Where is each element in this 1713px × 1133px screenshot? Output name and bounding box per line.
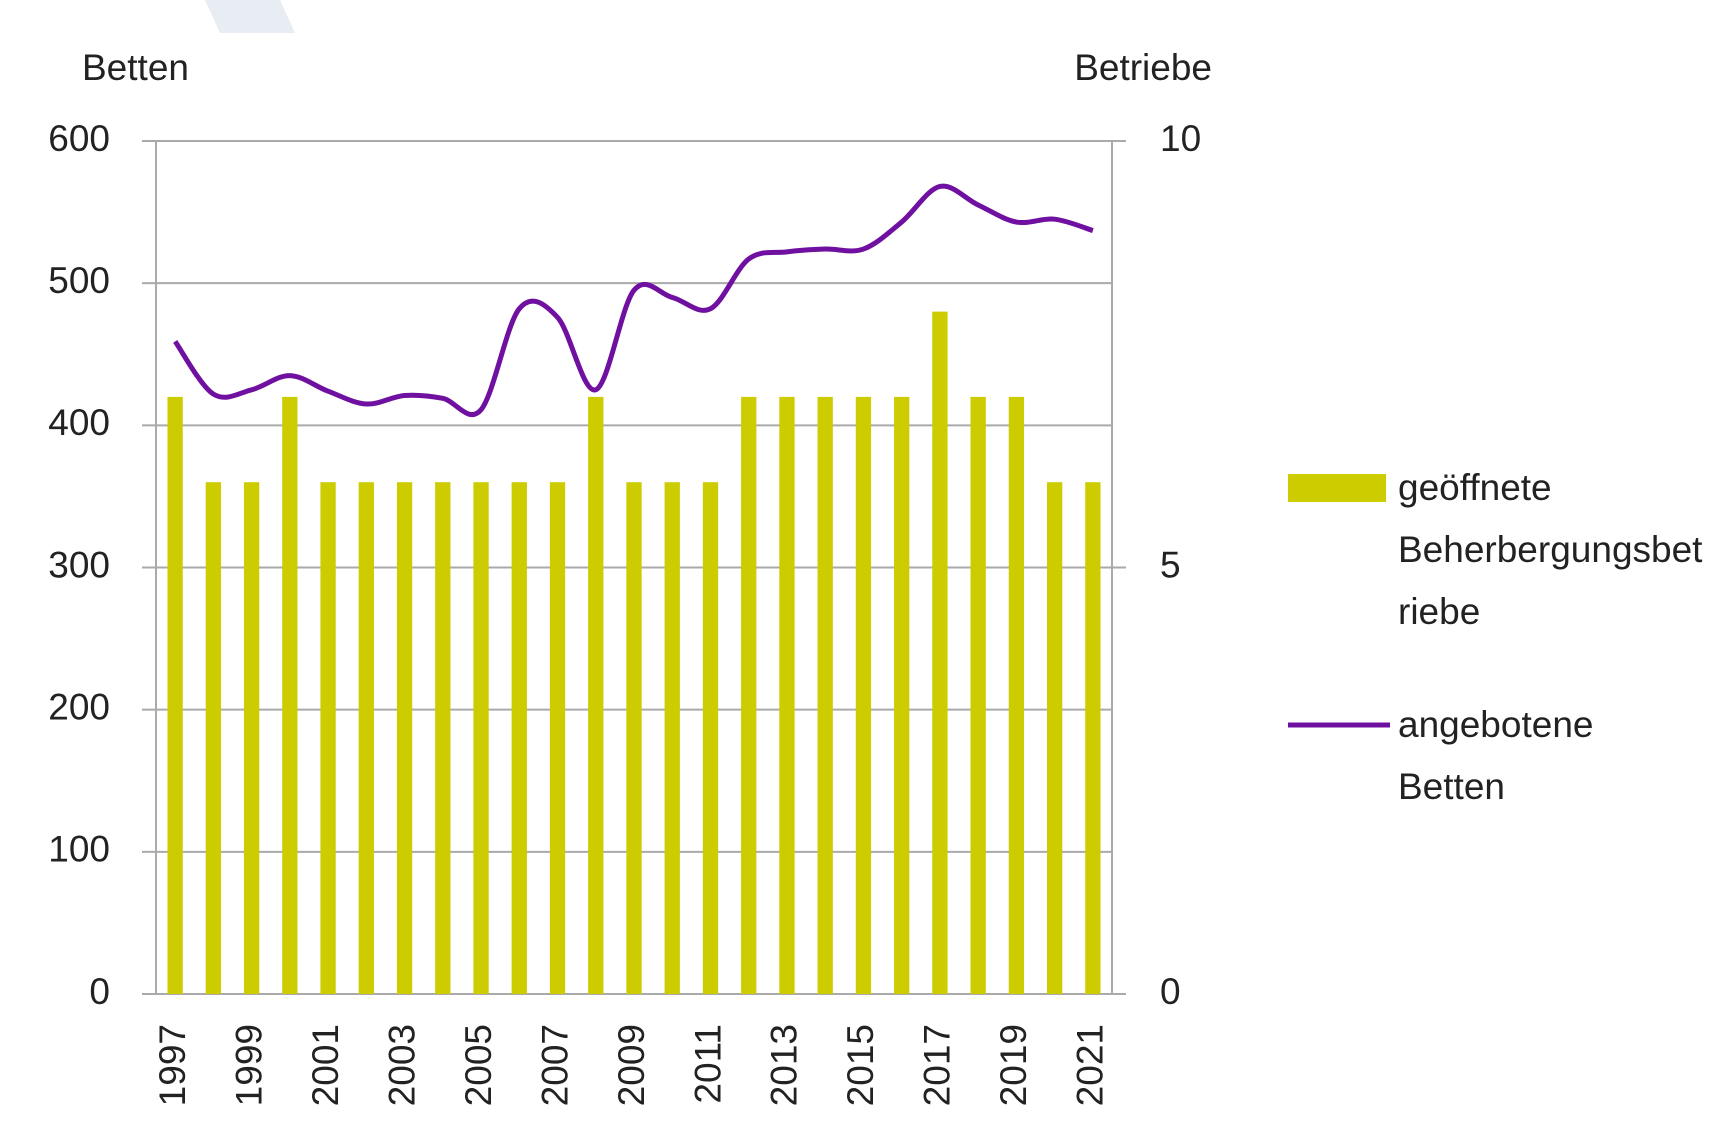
- x-tick-label: 2007: [534, 1024, 575, 1106]
- legend-swatch: [1288, 474, 1386, 502]
- bar: [741, 396, 757, 994]
- x-tick-label: 2013: [764, 1024, 805, 1106]
- x-tick-label: 2001: [305, 1024, 346, 1106]
- bar: [1085, 482, 1101, 994]
- y-tick-label: 100: [48, 829, 110, 870]
- x-tick-label: 2015: [840, 1024, 881, 1106]
- x-tick-label: 2021: [1070, 1024, 1111, 1106]
- x-tick-label: 2003: [381, 1024, 422, 1106]
- bar: [1046, 482, 1063, 994]
- x-tick-label: 2019: [993, 1024, 1034, 1106]
- line: [173, 183, 1094, 417]
- y-tick-label: 0: [89, 971, 110, 1012]
- bar: [894, 396, 910, 994]
- bar: [320, 482, 336, 994]
- bar: [435, 482, 451, 994]
- bar: [1008, 396, 1025, 994]
- x-tick-label: 2009: [611, 1024, 652, 1106]
- y-axis-title: Betten: [82, 47, 189, 88]
- bar: [817, 396, 833, 994]
- bar: [549, 482, 566, 994]
- bar: [932, 311, 948, 995]
- y2-axis-title: Betriebe: [1074, 47, 1212, 88]
- bar: [511, 482, 527, 994]
- bar: [205, 482, 222, 994]
- legend-label: geöffnete Beherbergungsbetriebe: [1398, 467, 1703, 632]
- legend-label: angebotene Betten: [1398, 704, 1594, 807]
- x-tick-label: 2005: [458, 1024, 499, 1106]
- decoration: [205, 0, 295, 33]
- x-tick-label: 1997: [152, 1024, 193, 1106]
- x-tick-label: 2017: [917, 1024, 958, 1106]
- y-tick-label: 500: [48, 260, 110, 301]
- bar: [282, 396, 298, 994]
- x-tick-label: 1999: [228, 1024, 269, 1106]
- bar: [970, 396, 986, 994]
- bar: [473, 482, 489, 994]
- bar: [779, 396, 795, 994]
- bar: [396, 482, 413, 994]
- bar: [626, 482, 642, 994]
- bar: [167, 396, 183, 994]
- bar: [664, 482, 680, 994]
- bar: [702, 482, 719, 994]
- y2-tick-label: 0: [1160, 971, 1181, 1012]
- bar: [855, 396, 872, 994]
- bar: [358, 482, 374, 994]
- y-tick-label: 400: [48, 402, 110, 443]
- bar: [243, 482, 260, 994]
- y-tick-label: 300: [48, 544, 110, 585]
- y2-tick-label: 10: [1160, 118, 1201, 159]
- y2-tick-label: 5: [1160, 544, 1181, 585]
- x-tick-label: 2011: [687, 1024, 728, 1104]
- bar: [588, 396, 604, 994]
- y-tick-label: 200: [48, 686, 110, 727]
- y-tick-label: 600: [48, 118, 110, 159]
